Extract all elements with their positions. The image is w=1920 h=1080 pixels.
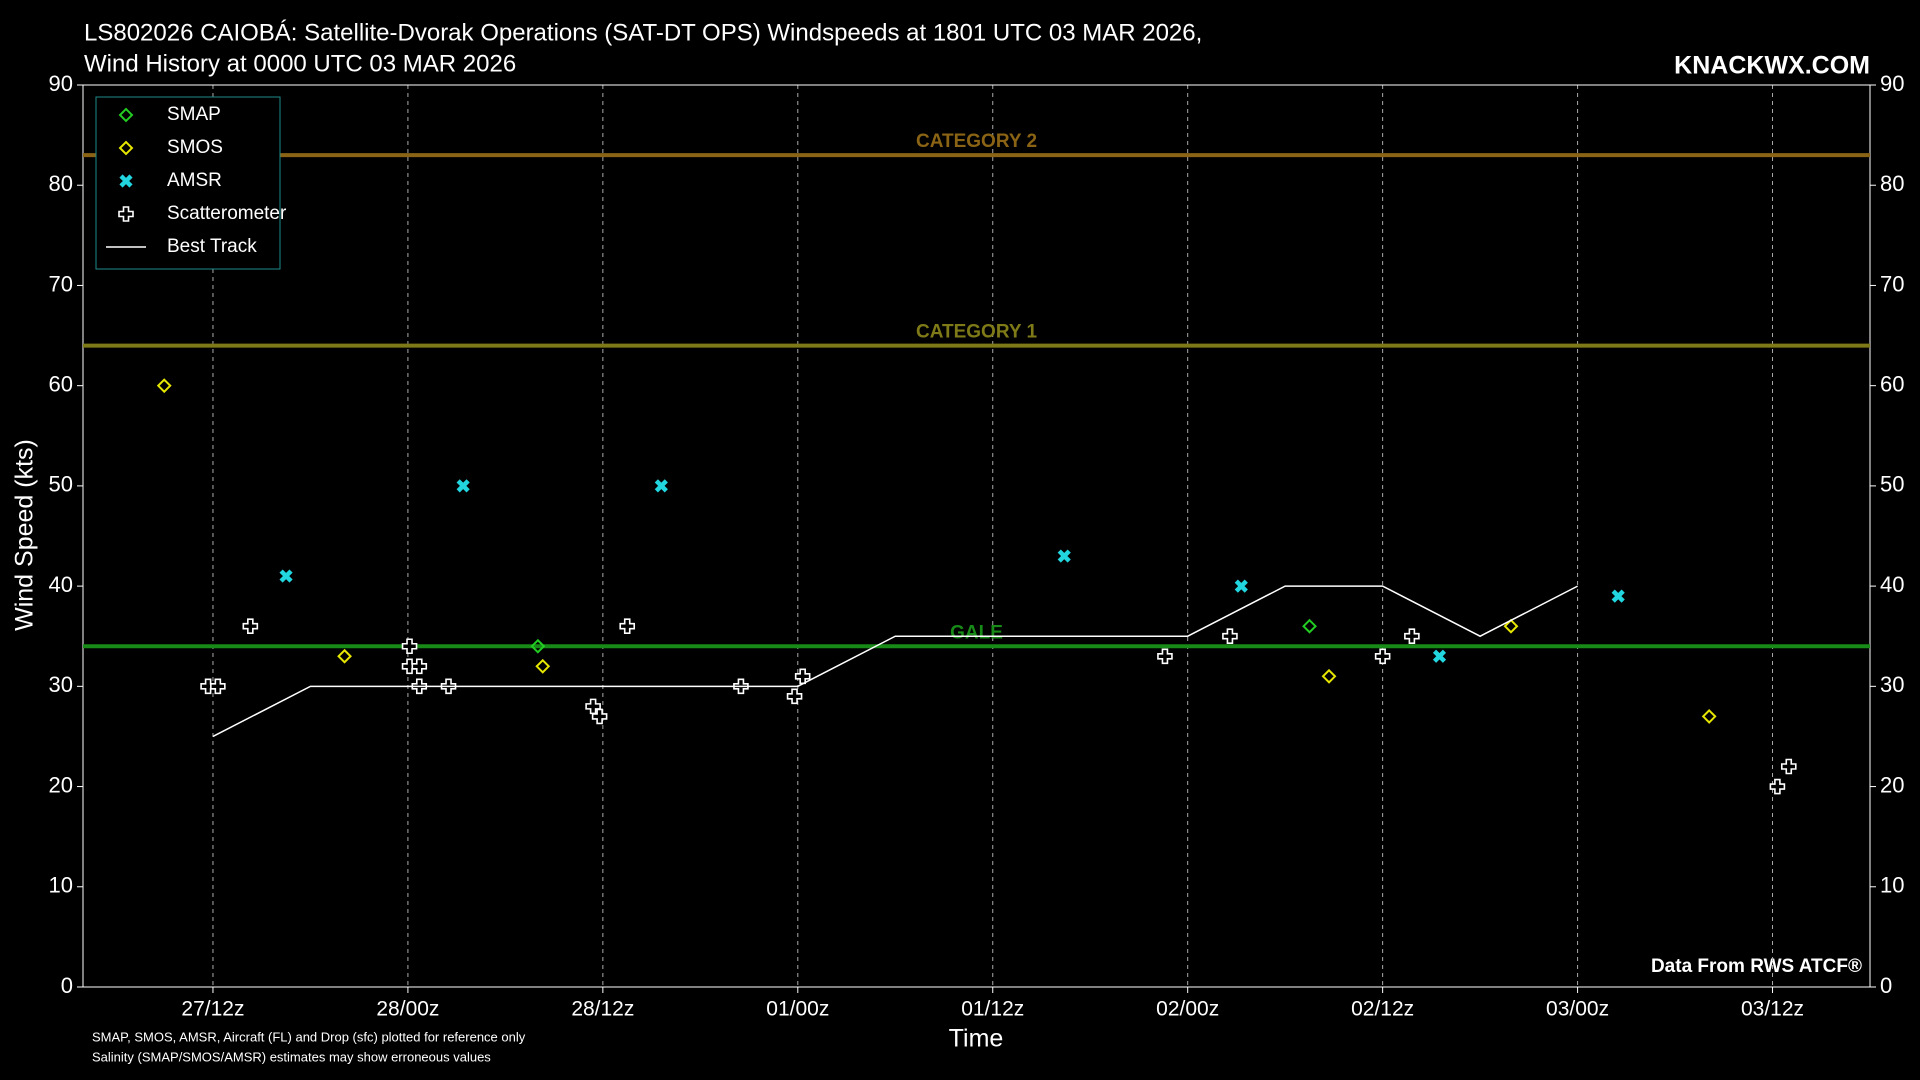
y-tick-label: 80 bbox=[49, 171, 73, 196]
legend-swatch bbox=[119, 174, 133, 188]
data-point bbox=[456, 479, 470, 493]
data-point bbox=[1321, 668, 1337, 684]
data-point bbox=[156, 378, 172, 394]
data-point bbox=[1701, 708, 1717, 724]
y2-tick-label: 0 bbox=[1880, 973, 1892, 998]
data-point bbox=[242, 618, 259, 634]
data-point bbox=[1057, 549, 1071, 563]
data-point bbox=[1503, 618, 1519, 634]
y-tick-label: 50 bbox=[49, 472, 73, 497]
data-point bbox=[1780, 758, 1797, 775]
data-point bbox=[1374, 648, 1391, 665]
legend-swatch bbox=[118, 206, 134, 222]
data-point bbox=[1432, 649, 1447, 663]
y2-tick-label: 20 bbox=[1880, 772, 1904, 797]
x-tick-label: 03/12z bbox=[1741, 998, 1804, 1021]
chart-title: LS802026 CAIOBÁ: Satellite-Dvorak Operat… bbox=[84, 19, 1202, 46]
y2-tick-label: 70 bbox=[1880, 271, 1904, 296]
y-tick-label: 10 bbox=[49, 873, 73, 898]
legend-label: SMOS bbox=[167, 137, 223, 158]
plot-frame bbox=[82, 84, 1871, 988]
legend-swatch bbox=[118, 107, 134, 123]
y2-tick-label: 90 bbox=[1880, 71, 1904, 96]
data-point bbox=[411, 658, 428, 675]
data-point bbox=[1611, 589, 1625, 603]
y2-tick-label: 80 bbox=[1880, 171, 1904, 196]
data-point bbox=[654, 479, 668, 493]
data-point bbox=[401, 638, 418, 655]
data-point bbox=[1222, 628, 1238, 645]
y2-tick-label: 10 bbox=[1880, 873, 1904, 898]
y-tick-label: 30 bbox=[49, 672, 73, 697]
x-tick-label: 03/00z bbox=[1546, 998, 1609, 1021]
x-tick-label: 28/12z bbox=[571, 998, 634, 1021]
data-point bbox=[786, 688, 803, 705]
y2-tick-label: 50 bbox=[1880, 472, 1904, 497]
source-note: Data From RWS ATCF® bbox=[1651, 956, 1862, 977]
data-point bbox=[535, 658, 551, 674]
footnote: SMAP, SMOS, AMSR, Aircraft (FL) and Drop… bbox=[92, 1029, 526, 1044]
legend-label: AMSR bbox=[167, 170, 222, 191]
data-point bbox=[1157, 648, 1173, 665]
x-tick-label: 28/00z bbox=[376, 998, 439, 1021]
y-tick-label: 40 bbox=[49, 572, 73, 597]
data-point bbox=[1769, 778, 1786, 795]
y-tick-label: 90 bbox=[49, 71, 73, 96]
data-point bbox=[1302, 618, 1317, 634]
legend-swatch bbox=[118, 140, 134, 156]
chart-title: Wind History at 0000 UTC 03 MAR 2026 bbox=[84, 50, 516, 77]
y2-tick-label: 30 bbox=[1880, 672, 1904, 697]
data-point bbox=[619, 618, 636, 634]
data-point bbox=[210, 678, 226, 695]
x-axis-label: Time bbox=[949, 1025, 1004, 1053]
y2-tick-label: 40 bbox=[1880, 572, 1904, 597]
y-tick-label: 60 bbox=[49, 371, 73, 396]
data-point bbox=[591, 708, 608, 725]
y-axis-label: Wind Speed (kts) bbox=[11, 439, 39, 631]
line bbox=[212, 585, 1578, 738]
x-tick-label: 02/12z bbox=[1351, 998, 1414, 1021]
data-point bbox=[1404, 628, 1420, 645]
x-tick-label: 01/12z bbox=[961, 998, 1024, 1021]
legend-label: Best Track bbox=[167, 236, 257, 257]
y-tick-label: 70 bbox=[49, 271, 73, 296]
legend-label: SMAP bbox=[167, 104, 221, 125]
legend-label: Scatterometer bbox=[167, 203, 287, 224]
reference-label: CATEGORY 2 bbox=[916, 131, 1037, 152]
x-tick-label: 02/00z bbox=[1156, 998, 1219, 1021]
data-point bbox=[530, 638, 546, 654]
data-point bbox=[337, 648, 352, 664]
y2-tick-label: 60 bbox=[1880, 371, 1904, 396]
y-tick-label: 20 bbox=[49, 772, 73, 797]
data-point bbox=[1234, 579, 1248, 593]
watermark: KNACKWX.COM bbox=[1674, 52, 1870, 80]
reference-label: CATEGORY 1 bbox=[916, 322, 1037, 343]
x-tick-label: 01/00z bbox=[766, 998, 829, 1021]
data-point bbox=[279, 569, 293, 583]
x-tick-label: 27/12z bbox=[181, 998, 244, 1021]
reference-label: GALE bbox=[950, 622, 1003, 643]
footnote: Salinity (SMAP/SMOS/AMSR) estimates may … bbox=[92, 1049, 491, 1064]
y-tick-label: 0 bbox=[61, 973, 73, 998]
